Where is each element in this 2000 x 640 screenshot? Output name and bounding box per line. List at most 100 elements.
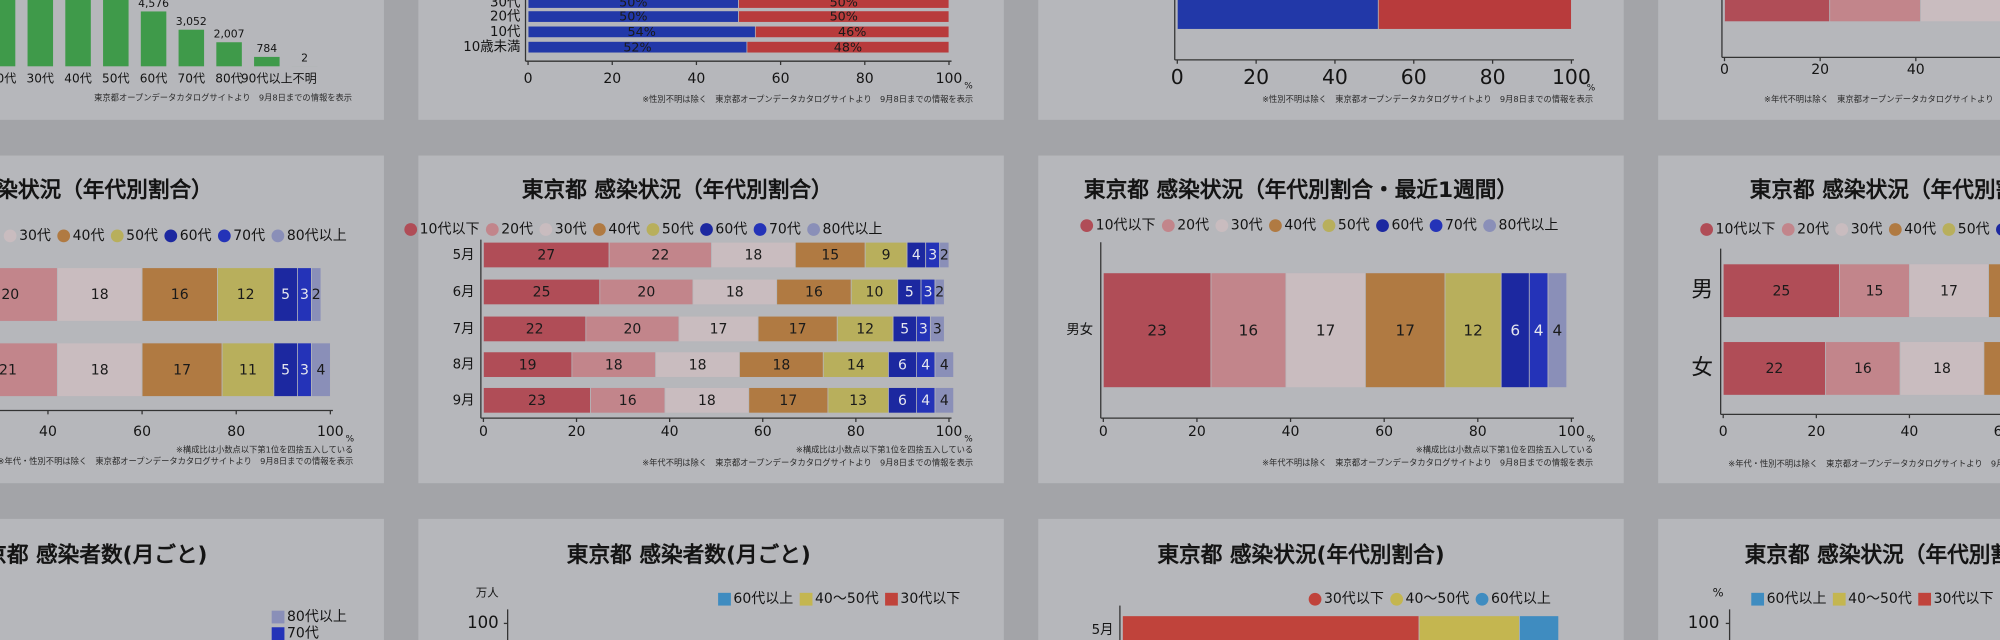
legend-label: 50代	[1338, 218, 1370, 234]
x-tick-label: 70代	[178, 72, 206, 86]
legend-label: 40〜50代	[815, 591, 879, 607]
y-tick-label: 男女	[1066, 321, 1093, 338]
legend-label: 60代	[715, 221, 747, 237]
bar-segment	[1839, 263, 1910, 318]
data-label: 18	[772, 357, 790, 373]
bar-segment	[1722, 263, 1840, 318]
legend-marker	[1376, 219, 1389, 233]
x-tick-label: 60	[754, 424, 772, 440]
data-label: 18	[605, 357, 623, 373]
x-tick-label: 80	[847, 424, 865, 440]
legend-marker	[110, 229, 124, 243]
data-label: 50%	[619, 0, 647, 11]
chart-title: 東京都 感染状況（年代別割合・最近1週間）	[1750, 177, 2000, 203]
data-label: 12	[1463, 321, 1482, 339]
legend-marker	[3, 229, 17, 243]
bar-segment	[655, 351, 740, 378]
data-label: 21	[0, 362, 17, 378]
legend-label: 50代	[662, 221, 694, 237]
data-label: 9	[882, 248, 891, 264]
legend-marker	[1751, 592, 1765, 606]
data-label: 16	[619, 393, 637, 409]
bar-segment	[888, 387, 917, 414]
legend-marker	[1888, 223, 1902, 236]
bar-segment	[141, 267, 218, 322]
bar-segment	[608, 241, 712, 269]
bar-segment	[864, 241, 908, 269]
legend-label: 60代	[180, 228, 212, 244]
bar-segment	[850, 278, 899, 306]
y-tick-label: 男	[1691, 278, 1713, 303]
data-label: 18	[745, 248, 763, 264]
legend-marker	[593, 223, 606, 236]
chart-title: 東京都 感染状況（年代別割合・最近1週間）	[1084, 177, 1518, 203]
data-label: 16	[1239, 321, 1258, 339]
legend-label: 60代以上	[1491, 591, 1551, 607]
legend-label: 50代	[1958, 221, 1990, 237]
x-tick-label: 100	[936, 71, 963, 87]
bar	[65, 0, 91, 67]
data-label: 17	[710, 322, 728, 338]
data-label: 17	[1940, 283, 1958, 299]
legend-label: 30代	[1231, 218, 1263, 234]
data-label: 4	[940, 393, 949, 409]
bar-segment	[1909, 263, 1989, 318]
bar-segment	[1724, 0, 1831, 23]
data-label: 20	[1, 287, 19, 303]
bar-segment	[827, 387, 889, 414]
bar-segment	[794, 241, 866, 269]
card	[1658, 518, 2000, 640]
note: ※年代不明は除く 東京都オープンデータカタログサイトより 9月8日までの情報を表…	[642, 457, 973, 467]
bar-segment	[692, 278, 778, 306]
bar-segment	[1418, 615, 1520, 640]
data-label: 25	[533, 285, 551, 301]
legend-label: 70代	[287, 626, 319, 640]
x-tick-label: 80	[1480, 65, 1506, 89]
data-label: 18	[726, 285, 744, 301]
chart-title: 東京都 感染状況（年代別割合）	[0, 177, 213, 203]
data-label: 3	[919, 322, 928, 338]
data-label: 4,576	[138, 0, 169, 10]
data-label: 4	[316, 362, 325, 378]
legend-label: 20代	[1177, 218, 1209, 234]
note: ※年代不明は除く 東京都オープンデータカタログサイトより 9月8日までの情報を表…	[1262, 457, 1593, 467]
y-tick-label: 100	[1688, 613, 1720, 632]
legend-marker	[271, 610, 285, 624]
legend-marker	[885, 592, 898, 606]
bar-segment	[599, 278, 694, 306]
legend-marker	[646, 223, 660, 236]
note: ※年代・性別不明は除く 東京都オープンデータカタログサイトより 9月8日までの情…	[0, 456, 353, 466]
bar-segment	[888, 351, 917, 378]
x-tick-label: 0	[524, 71, 533, 87]
bar-segment	[1210, 272, 1287, 388]
legend-marker	[271, 627, 285, 640]
data-label: 16	[171, 287, 189, 303]
data-label: 17	[1316, 321, 1335, 339]
chart-title: 東京都 感染者数(月ごと)	[0, 542, 207, 568]
data-label: 2	[312, 287, 321, 303]
data-label: 18	[91, 362, 109, 378]
data-label: 17	[789, 322, 807, 338]
x-tick-label: 60	[1401, 65, 1427, 89]
legend-marker	[718, 592, 731, 606]
bar-segment	[711, 241, 796, 269]
legend-label: 70代	[1445, 218, 1477, 234]
x-unit: %	[964, 82, 972, 92]
data-label: 3	[933, 322, 942, 338]
legend-label: 40〜50代	[1406, 591, 1470, 607]
data-label: 3	[924, 285, 933, 301]
data-label: 784	[256, 42, 277, 55]
legend-marker	[1918, 592, 1932, 606]
x-tick-label: 20	[1811, 62, 1829, 78]
note: ※性別不明は除く 東京都オープンデータカタログサイトより 9月8日までの情報を表…	[642, 94, 973, 104]
bar-segment	[590, 387, 666, 414]
data-label: 25	[1772, 283, 1790, 299]
chart-title: 東京都 感染者数(月ごと)	[567, 542, 811, 568]
legend-label: 40代	[1904, 221, 1936, 237]
bar-segment	[1122, 615, 1420, 640]
legend-marker	[1832, 592, 1846, 606]
bar-segment	[738, 10, 950, 23]
data-label: 6	[898, 393, 907, 409]
